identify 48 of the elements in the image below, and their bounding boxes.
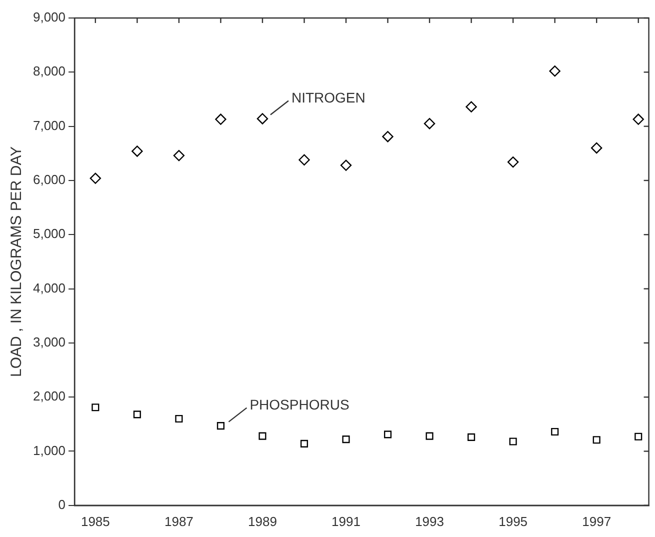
x-tick-label: 1989 bbox=[248, 514, 277, 529]
point bbox=[216, 422, 224, 430]
point bbox=[384, 430, 392, 438]
x-tick-label: 1985 bbox=[80, 514, 110, 529]
point bbox=[632, 114, 644, 125]
x-tick-label: 1991 bbox=[332, 514, 360, 529]
y-tick-label: 0 bbox=[58, 496, 66, 512]
y-tick-label: 6,000 bbox=[32, 172, 66, 188]
point bbox=[92, 404, 100, 412]
y-tick-label: 1,000 bbox=[32, 442, 66, 458]
x-tick-label: 1997 bbox=[582, 514, 612, 529]
point bbox=[173, 150, 185, 162]
point bbox=[466, 101, 477, 112]
y-tick-label: 2,000 bbox=[32, 388, 66, 404]
point bbox=[507, 156, 519, 168]
point bbox=[342, 436, 350, 444]
point bbox=[634, 432, 642, 440]
y-tick-label: 5,000 bbox=[32, 226, 66, 242]
point bbox=[175, 414, 183, 423]
y-axis-title: LOAD , IN KILOGRAMS PER DAY bbox=[8, 146, 26, 378]
point bbox=[258, 432, 266, 440]
point bbox=[509, 438, 517, 446]
point bbox=[382, 131, 394, 142]
y-tick-label: 9,000 bbox=[32, 10, 66, 25]
y-tick-label: 4,000 bbox=[32, 280, 66, 296]
x-tick-label: 1987 bbox=[164, 514, 194, 529]
series-label: NITROGEN bbox=[291, 90, 366, 106]
point bbox=[300, 440, 308, 448]
x-tick-label: 1995 bbox=[498, 514, 528, 529]
point bbox=[132, 146, 143, 157]
point bbox=[298, 154, 310, 166]
point bbox=[551, 428, 559, 436]
point bbox=[90, 172, 102, 184]
point bbox=[133, 410, 141, 418]
point bbox=[340, 160, 352, 171]
point bbox=[215, 114, 226, 125]
y-tick-label: 7,000 bbox=[32, 118, 66, 133]
point bbox=[549, 65, 560, 77]
y-tick-label: 8,000 bbox=[32, 64, 66, 79]
y-tick-label: 3,000 bbox=[32, 334, 66, 350]
point bbox=[590, 142, 602, 154]
point bbox=[592, 436, 600, 444]
point bbox=[424, 118, 436, 130]
point bbox=[256, 113, 268, 124]
x-tick-label: 1993 bbox=[415, 514, 444, 529]
point bbox=[468, 433, 476, 441]
point bbox=[426, 432, 434, 440]
series-label: PHOSPHORUS bbox=[250, 396, 350, 413]
